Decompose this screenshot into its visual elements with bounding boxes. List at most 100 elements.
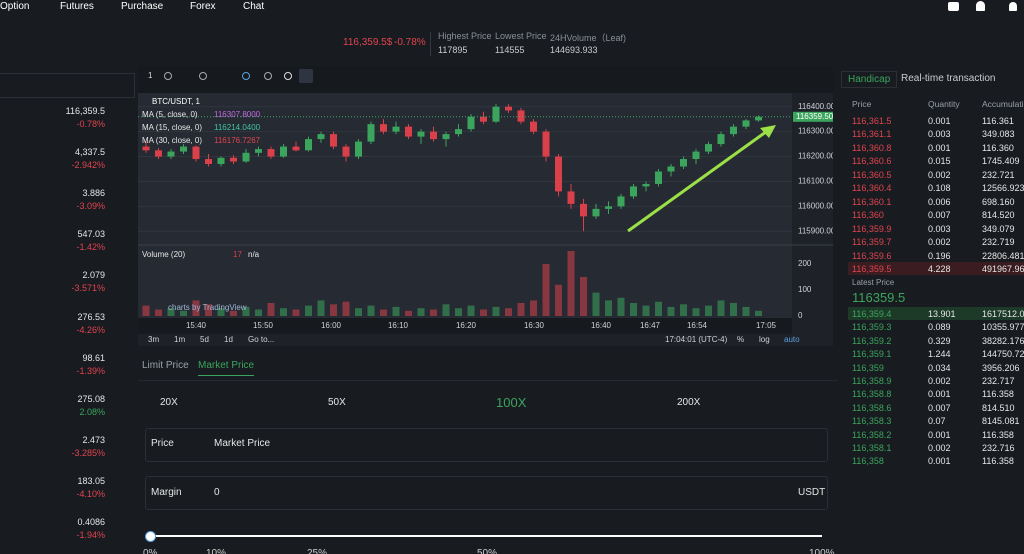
candle-body bbox=[305, 139, 312, 151]
candle-body bbox=[317, 134, 325, 140]
bid-cell: 0.002 bbox=[928, 376, 951, 386]
market-price[interactable]: 3.886 bbox=[82, 188, 105, 199]
bid-cell: 0.034 bbox=[928, 362, 951, 373]
volume-bar bbox=[642, 305, 650, 316]
ask-cell: 116,359.5 bbox=[852, 263, 892, 274]
price-tick-label: 116300.0000 bbox=[798, 127, 833, 136]
market-price[interactable]: 116,359.5 bbox=[65, 106, 105, 116]
toolbar-icon bbox=[264, 72, 272, 80]
volume-bar bbox=[742, 306, 750, 316]
leverage-option[interactable]: 200X bbox=[677, 397, 701, 408]
candle-body bbox=[530, 121, 537, 132]
market-price[interactable]: 276.53 bbox=[77, 311, 105, 322]
nav-item[interactable]: Option bbox=[0, 1, 30, 12]
candle-body bbox=[542, 131, 550, 157]
candle-body bbox=[630, 186, 637, 197]
bid-cell: 1617512.0 bbox=[982, 309, 1024, 319]
volume-bar bbox=[367, 305, 375, 316]
stat-label: Highest Price bbox=[438, 31, 492, 41]
candle-body bbox=[342, 146, 350, 157]
book-tab[interactable]: Handicap bbox=[841, 71, 898, 88]
volume-bar bbox=[730, 302, 737, 316]
leverage-option[interactable]: 50X bbox=[328, 397, 346, 408]
volume-bar bbox=[355, 308, 362, 316]
scale-option: log bbox=[759, 335, 770, 344]
bid-cell: 10355.977 bbox=[982, 322, 1024, 333]
volume-bar bbox=[280, 308, 287, 316]
volume-bar bbox=[380, 309, 387, 316]
bid-cell: 0.089 bbox=[928, 322, 951, 333]
volume-tick-label: 0 bbox=[798, 311, 803, 320]
nav-item[interactable]: Forex bbox=[190, 1, 216, 12]
nav-item[interactable]: Chat bbox=[243, 1, 265, 12]
nav-item[interactable]: Purchase bbox=[121, 1, 164, 12]
scale-option: % bbox=[737, 335, 744, 344]
market-price[interactable]: 275.08 bbox=[77, 393, 105, 404]
candle-body bbox=[755, 116, 762, 121]
volume-tick-label: 200 bbox=[798, 259, 812, 268]
candle-body bbox=[480, 116, 487, 122]
market-change: -3.09% bbox=[76, 201, 105, 212]
snapshot-button bbox=[299, 69, 313, 83]
order-tab[interactable]: Limit Price bbox=[142, 360, 189, 371]
slider-knob[interactable] bbox=[145, 531, 156, 542]
range-button: Go to... bbox=[248, 335, 274, 344]
leverage-option[interactable]: 20X bbox=[160, 397, 178, 408]
bottom-bar bbox=[138, 334, 833, 346]
slider-track[interactable] bbox=[150, 535, 822, 537]
market-price[interactable]: 183.05 bbox=[77, 475, 105, 486]
toolbar-icon bbox=[164, 72, 172, 80]
bid-cell: 116,358.8 bbox=[852, 389, 892, 400]
market-change: -0.78% bbox=[76, 119, 105, 129]
market-price[interactable]: 98.61 bbox=[82, 352, 105, 363]
leverage-option[interactable]: 100X bbox=[496, 395, 527, 410]
row-highlight bbox=[848, 261, 1024, 275]
ask-cell: 0.001 bbox=[928, 116, 951, 126]
ask-cell: 116.361 bbox=[982, 116, 1014, 126]
market-price[interactable]: 4,337.5 bbox=[74, 147, 105, 158]
stat-label: 24HVolume（Leaf) bbox=[550, 33, 627, 43]
market-search[interactable] bbox=[0, 73, 135, 98]
bid-cell: 116,359.1 bbox=[852, 349, 892, 360]
candle-body bbox=[592, 208, 600, 217]
volume-bar bbox=[605, 300, 612, 316]
wallet-icon[interactable] bbox=[948, 2, 959, 11]
ticker-price: 116,359.5$ bbox=[343, 37, 393, 48]
nav-item[interactable]: Futures bbox=[60, 1, 94, 12]
bid-cell: 232.716 bbox=[982, 443, 1015, 453]
latest-price: 116359.5 bbox=[852, 290, 906, 305]
bid-cell: 1.244 bbox=[928, 349, 951, 360]
toolbar-icon bbox=[199, 72, 207, 80]
bid-cell: 0.329 bbox=[928, 335, 951, 346]
volume-tick-label: 100 bbox=[798, 285, 812, 294]
order-tab[interactable]: Market Price bbox=[198, 360, 255, 376]
margin-field[interactable] bbox=[145, 476, 828, 510]
trend-arrow bbox=[627, 127, 771, 233]
chart-panel: 1 116400.0000 116300.0000 116200.0000 116100… bbox=[138, 66, 845, 346]
bid-cell: 116,359.2 bbox=[852, 335, 892, 346]
range-button: 3m bbox=[148, 335, 159, 344]
interval: 1 bbox=[148, 71, 153, 80]
book-tab[interactable]: Real-time transaction bbox=[901, 73, 996, 84]
price-field[interactable] bbox=[145, 428, 828, 462]
market-price[interactable]: 2.473 bbox=[82, 434, 105, 445]
ask-cell: 116,360.6 bbox=[852, 156, 892, 167]
slider-label: 0% bbox=[143, 548, 158, 554]
candle-body bbox=[417, 131, 425, 137]
market-price[interactable]: 0.4086 bbox=[77, 517, 105, 527]
stat-label: Lowest Price bbox=[495, 31, 547, 41]
toolbar-icon bbox=[284, 72, 292, 80]
stat-value: 114555 bbox=[495, 45, 525, 55]
market-price[interactable]: 547.03 bbox=[77, 229, 105, 240]
bell-icon[interactable] bbox=[1009, 2, 1017, 11]
user-icon[interactable] bbox=[976, 1, 985, 11]
ask-cell: 232.721 bbox=[982, 169, 1015, 180]
field-value: 0 bbox=[214, 487, 220, 498]
market-price[interactable]: 2.079 bbox=[82, 270, 105, 281]
volume-name: Volume (20) bbox=[142, 250, 185, 259]
ask-cell: 0.006 bbox=[928, 196, 951, 207]
volume-bar bbox=[555, 284, 562, 316]
field-label: Margin bbox=[151, 487, 182, 498]
candle-body bbox=[430, 131, 437, 140]
price-tick-label: 115900.0000 bbox=[798, 226, 833, 235]
